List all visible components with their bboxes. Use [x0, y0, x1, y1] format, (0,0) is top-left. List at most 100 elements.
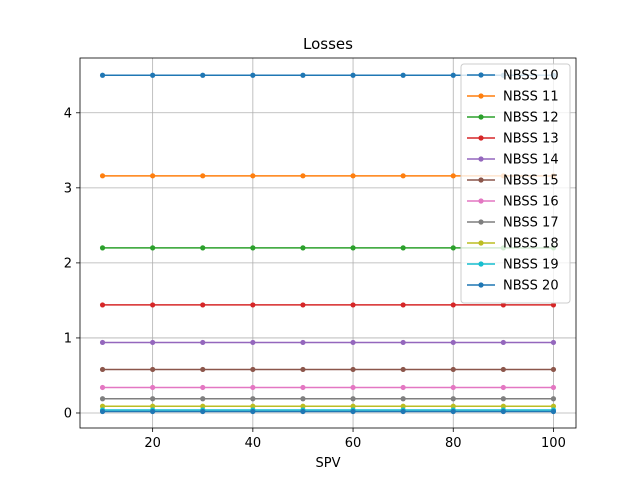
- data-point-8-80: [450, 396, 456, 402]
- data-point-7-20: [150, 384, 156, 391]
- series-5: [99, 339, 557, 346]
- data-point-1-70: [400, 72, 406, 78]
- x-tick-label-20: 20: [144, 436, 161, 451]
- data-point-9-100: [550, 403, 557, 409]
- data-point-8-40: [250, 396, 256, 402]
- data-point-8-20: [150, 396, 156, 402]
- data-point-4-60: [350, 302, 356, 308]
- data-point-1-40: [250, 72, 256, 78]
- chart-title: Losses: [303, 35, 353, 53]
- data-point-5-100: [550, 339, 557, 346]
- data-point-3-70: [400, 245, 406, 251]
- data-point-4-30: [200, 302, 206, 308]
- y-tick-label-2: 2: [64, 256, 72, 271]
- data-point-9-80: [450, 403, 456, 409]
- legend-label-4: NBSS 13: [503, 132, 559, 147]
- data-point-9-30: [200, 403, 206, 409]
- data-point-7-50: [300, 384, 306, 391]
- data-point-2-30: [200, 173, 206, 179]
- data-point-11-80: [450, 408, 456, 415]
- series-7: [99, 384, 557, 391]
- data-point-5-80: [450, 339, 456, 346]
- data-point-7-40: [250, 384, 256, 391]
- data-point-3-30: [200, 245, 206, 251]
- data-point-4-20: [150, 302, 156, 308]
- y-tick-label-1: 1: [64, 331, 72, 346]
- data-point-6-90: [500, 366, 506, 373]
- data-point-1-30: [200, 72, 206, 78]
- data-point-2-40: [250, 173, 256, 179]
- legend-item-7: NBSS 16: [467, 195, 559, 210]
- data-point-3-20: [150, 245, 156, 251]
- data-point-3-10: [99, 245, 106, 251]
- data-point-5-50: [300, 339, 306, 346]
- legend-label-8: NBSS 17: [503, 216, 559, 231]
- data-point-6-80: [450, 366, 456, 373]
- y-tick-label-4: 4: [64, 106, 72, 121]
- data-point-6-50: [300, 366, 306, 373]
- data-point-6-100: [550, 366, 557, 373]
- data-point-4-80: [450, 302, 456, 308]
- series-6: [99, 366, 557, 373]
- data-point-11-100: [550, 408, 557, 415]
- data-point-1-20: [150, 72, 156, 78]
- legend-item-4: NBSS 13: [467, 132, 559, 147]
- legend-label-9: NBSS 18: [503, 237, 559, 252]
- data-point-6-20: [150, 366, 156, 373]
- legend-marker-3: [478, 114, 484, 120]
- data-point-8-100: [550, 396, 557, 402]
- data-point-1-50: [300, 72, 306, 78]
- legend-label-6: NBSS 15: [503, 174, 559, 189]
- y-tick-label-0: 0: [64, 406, 72, 421]
- data-point-6-60: [350, 366, 356, 373]
- data-point-5-30: [200, 339, 206, 346]
- data-point-6-30: [200, 366, 206, 373]
- data-point-9-50: [300, 403, 306, 409]
- data-point-2-50: [300, 173, 306, 179]
- data-point-9-40: [250, 403, 256, 409]
- legend-marker-11: [478, 282, 484, 288]
- data-point-9-90: [500, 403, 506, 409]
- legend-marker-1: [478, 72, 484, 78]
- tick-layer: 20 40 60 80 100 0 1 2 3 4: [64, 106, 566, 451]
- legend-marker-2: [478, 93, 484, 99]
- legend-marker-6: [478, 177, 484, 183]
- legend-label-11: NBSS 20: [503, 279, 559, 294]
- data-point-5-20: [150, 339, 156, 346]
- data-point-11-70: [400, 408, 406, 415]
- y-tick-label-3: 3: [64, 181, 72, 196]
- legend-label-2: NBSS 11: [503, 90, 559, 105]
- plot-frame: [79, 57, 577, 429]
- legend-marker-10: [478, 261, 484, 267]
- legend-marker-5: [478, 156, 484, 162]
- data-point-4-100: [550, 302, 557, 308]
- data-point-5-70: [400, 339, 406, 346]
- data-point-5-60: [350, 339, 356, 346]
- data-point-7-10: [99, 384, 106, 391]
- data-point-1-80: [450, 72, 456, 78]
- data-point-2-70: [400, 173, 406, 179]
- data-point-5-40: [250, 339, 256, 346]
- legend-item-1: NBSS 10: [467, 69, 559, 84]
- data-point-6-40: [250, 366, 256, 373]
- data-point-6-10: [99, 366, 106, 373]
- data-point-7-70: [400, 384, 406, 391]
- legend-label-5: NBSS 14: [503, 153, 559, 168]
- data-point-4-10: [99, 302, 106, 308]
- legend-marker-8: [478, 219, 484, 225]
- data-point-11-40: [250, 408, 256, 415]
- x-tick-label-80: 80: [445, 436, 462, 451]
- data-point-9-70: [400, 403, 406, 409]
- data-point-7-100: [550, 384, 557, 391]
- legend-item-5: NBSS 14: [467, 153, 559, 168]
- data-point-11-50: [300, 408, 306, 415]
- data-point-3-50: [300, 245, 306, 251]
- data-point-6-70: [400, 366, 406, 373]
- data-point-4-90: [500, 302, 506, 308]
- data-point-8-50: [300, 396, 306, 402]
- data-point-7-80: [450, 384, 456, 391]
- legend-item-10: NBSS 19: [467, 258, 559, 273]
- series-4: [99, 302, 557, 308]
- legend-item-6: NBSS 15: [467, 174, 559, 189]
